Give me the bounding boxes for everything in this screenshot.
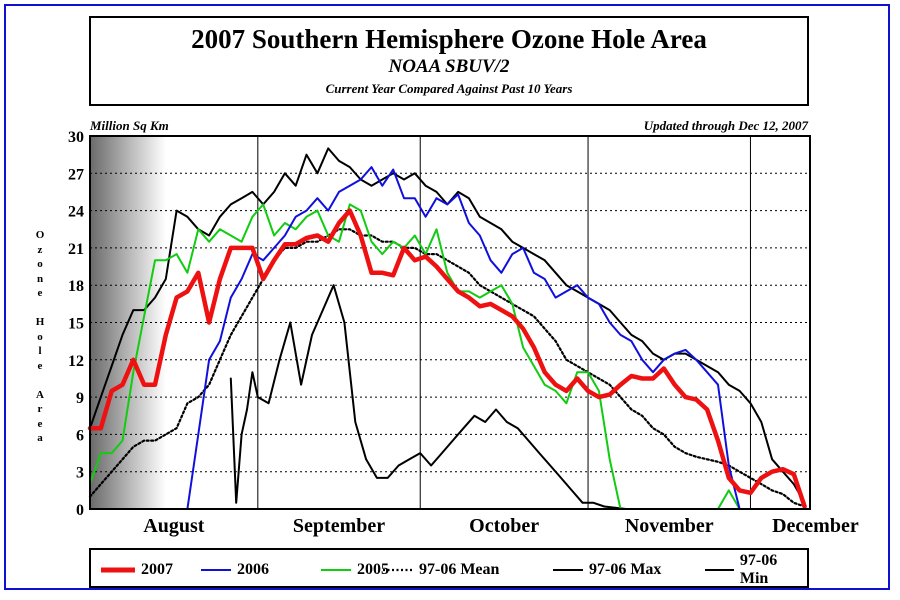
legend: 2007 2006 2005 97-06 Mean 97-06 Max 97-06 Min: [89, 548, 809, 588]
legend-swatch: [705, 569, 734, 571]
y-tick-label: 21: [68, 241, 84, 258]
title-box: 2007 Southern Hemisphere Ozone Hole Area…: [89, 16, 809, 106]
legend-swatch: [321, 569, 351, 571]
y-tick-label: 15: [68, 316, 84, 333]
y-tick-label: 6: [76, 427, 84, 444]
series-line-97-06-min: [229, 284, 627, 510]
legend-item: 2007: [101, 561, 173, 579]
chart-title: 2007 Southern Hemisphere Ozone Hole Area: [191, 24, 707, 54]
y-unit-label: Million Sq Km: [90, 118, 169, 133]
legend-item: 97-06 Max: [553, 561, 661, 579]
y-tick-label: 9: [76, 390, 84, 407]
legend-item: 97-06 Min: [705, 552, 807, 587]
legend-swatch: [101, 567, 135, 573]
series-line-2006: [186, 166, 741, 510]
legend-item: 2006: [201, 561, 269, 579]
chart-subtitle: NOAA SBUV/2: [388, 56, 510, 77]
legend-label: 97-06 Mean: [419, 561, 500, 578]
legend-label: 97-06 Min: [739, 552, 778, 587]
month-label: August: [143, 515, 204, 537]
plot-border: [89, 135, 811, 510]
series-line-97-06-max: [89, 147, 806, 504]
month-label: October: [469, 515, 539, 537]
y-tick-label: 18: [68, 278, 84, 295]
legend-label: 97-06 Max: [589, 561, 662, 578]
legend-swatch: [553, 569, 583, 571]
legend-label: 2007: [141, 561, 173, 578]
month-label: September: [293, 515, 385, 537]
y-tick-label: 24: [68, 204, 84, 221]
y-tick-label: 3: [76, 465, 84, 482]
series-line-97-06-mean: [88, 228, 806, 508]
legend-item: 97-06 Mean: [383, 561, 499, 579]
legend-label: 2006: [237, 561, 269, 578]
legend-label: 2005: [357, 561, 389, 578]
y-tick-label: 12: [68, 353, 84, 370]
month-label: November: [625, 515, 714, 537]
legend-swatch: [383, 568, 413, 572]
legend-swatch: [201, 569, 231, 571]
chart-subtitle-2: Current Year Compared Against Past 10 Ye…: [325, 81, 573, 96]
y-tick-label: 30: [68, 129, 84, 146]
outer-frame: [4, 4, 890, 590]
series-line-2007: [87, 208, 807, 509]
y-tick-label: 0: [76, 502, 84, 519]
y-axis-label: O z o n e H o l e A r e a: [35, 229, 45, 444]
series-line-2005: [89, 203, 763, 510]
month-label: December: [772, 515, 859, 537]
legend-item: 2005: [321, 561, 389, 579]
updated-label: Updated through Dec 12, 2007: [643, 118, 808, 133]
y-tick-label: 27: [68, 166, 84, 183]
